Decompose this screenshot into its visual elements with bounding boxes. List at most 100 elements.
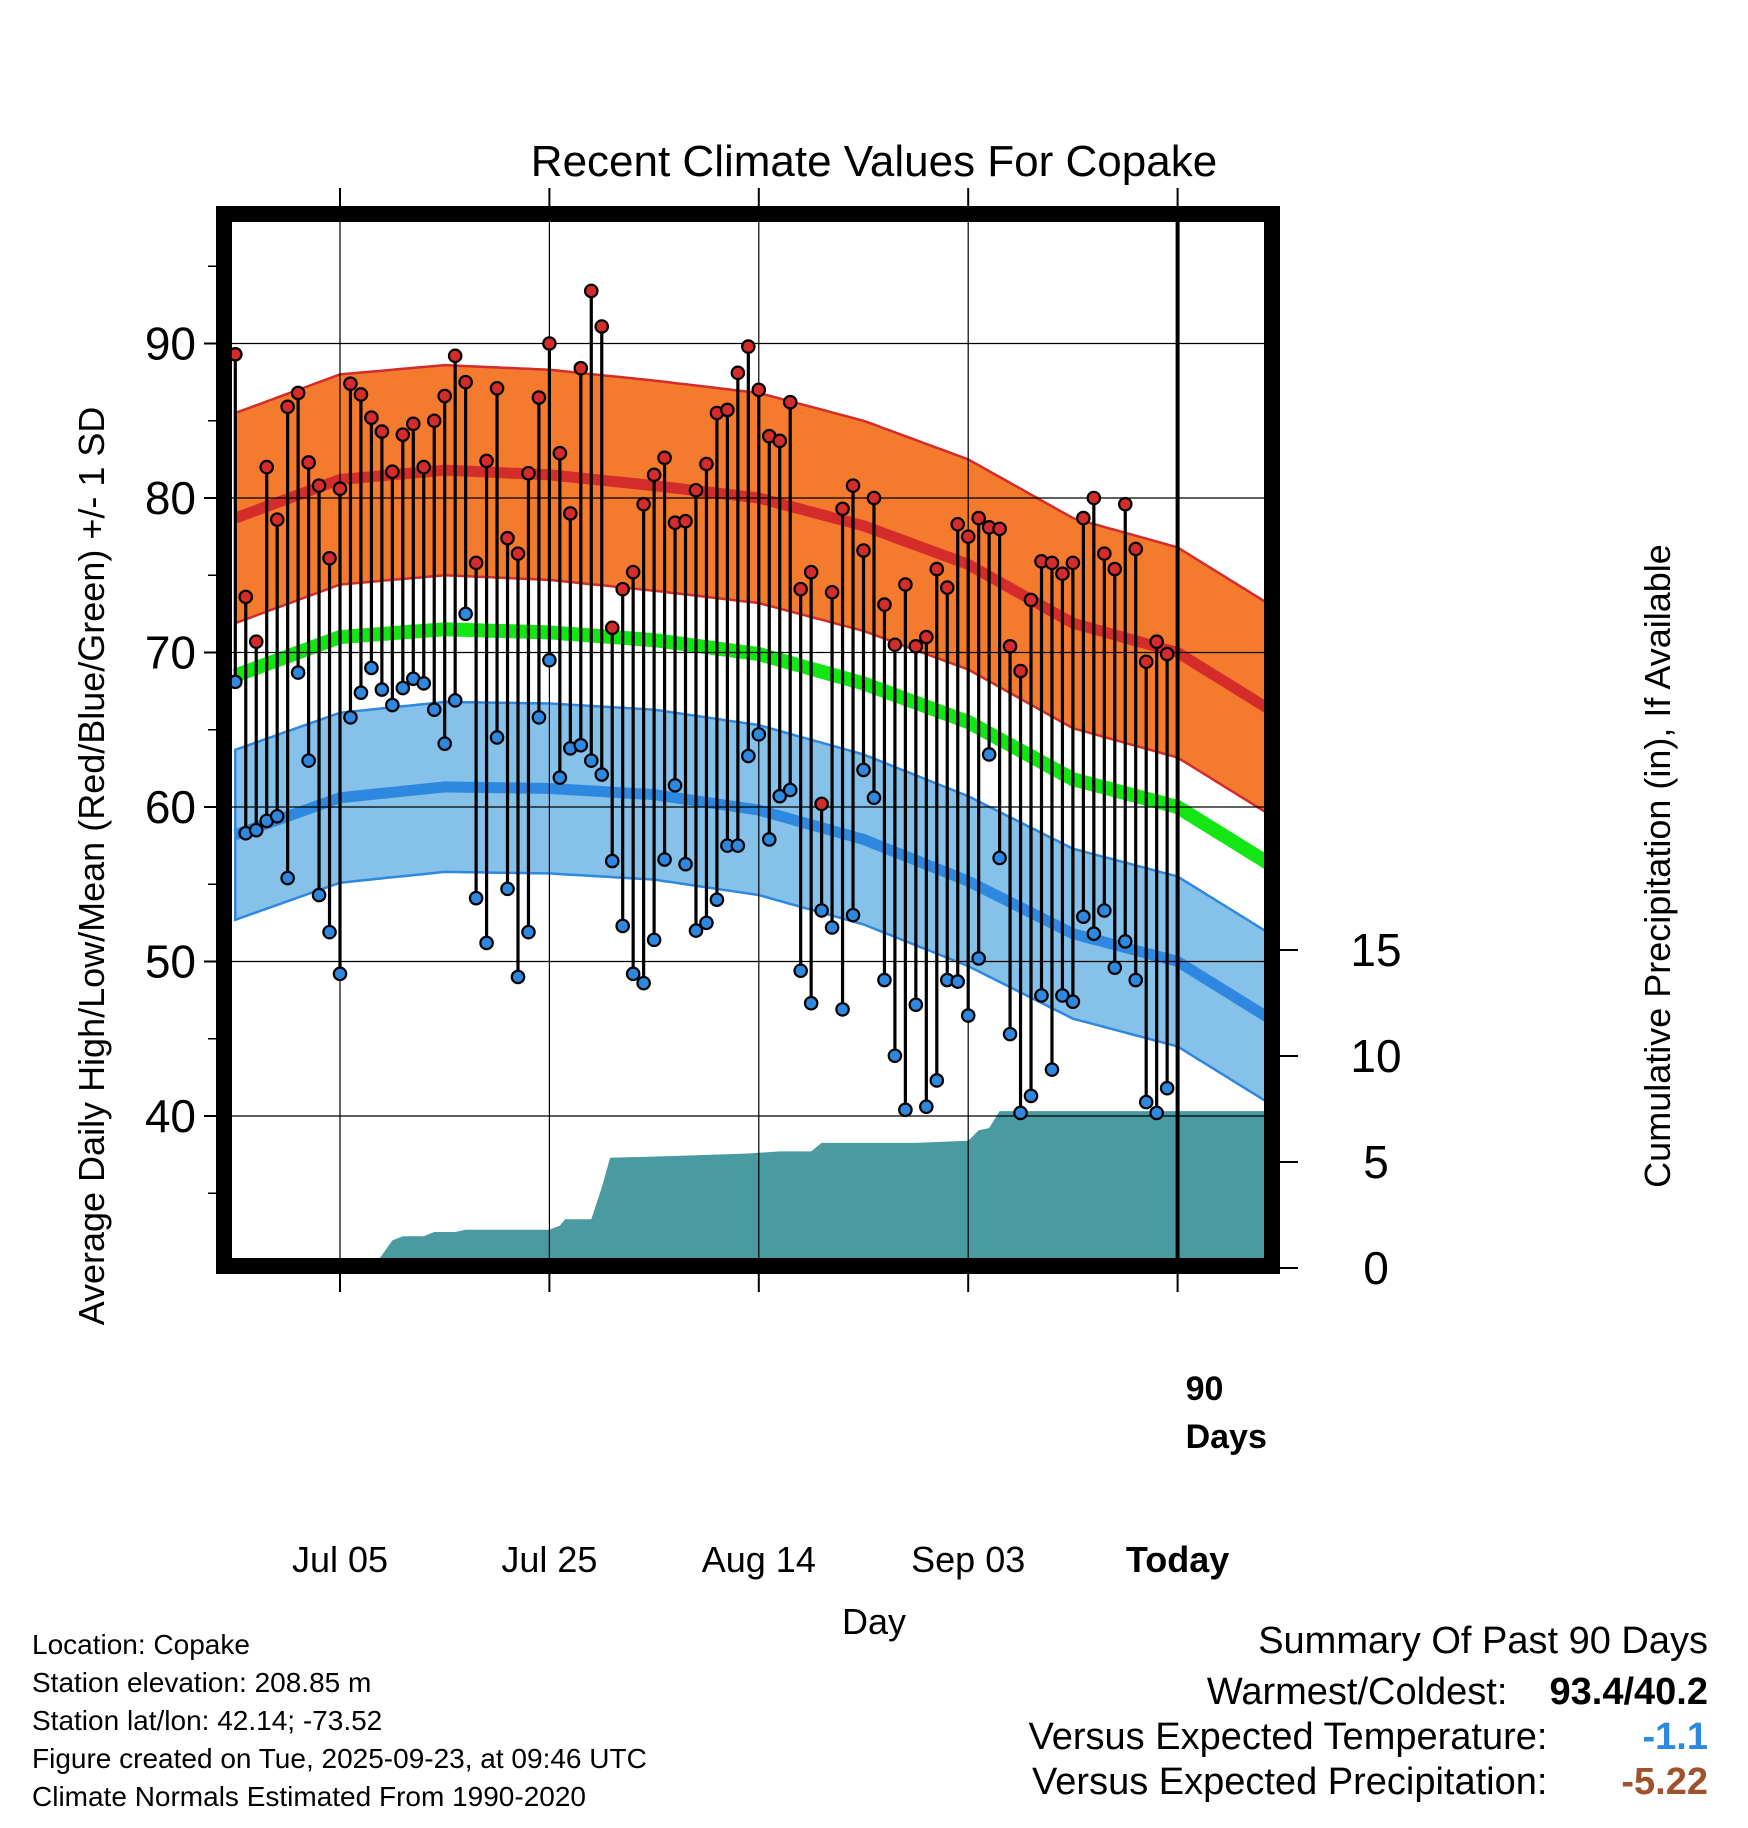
daily-high-point [929,561,945,577]
daily-high-point [458,374,473,390]
daily-low-point [824,920,840,935]
daily-low-point [510,969,526,985]
summary-heading: Summary Of Past 90 Days [1258,1620,1708,1662]
daily-low-point [1002,1026,1018,1042]
daily-low-point [500,881,515,897]
daily-high-point [426,413,442,429]
daily-low-point [919,1099,934,1115]
daily-low-point [688,923,704,938]
daily-low-point [542,652,557,668]
daily-high-point [1013,663,1028,679]
daily-low-point [741,748,756,764]
daily-low-point [625,966,641,982]
today-days-label: Days [1186,1418,1267,1456]
daily-low-point [374,682,390,697]
daily-high-point [573,360,589,376]
daily-low-point [678,856,693,872]
daily-low-point [667,778,683,793]
daily-high-point [1044,555,1060,571]
summary-panel: Summary Of Past 90 Days Warmest/Coldest:… [1029,1620,1708,1804]
daily-low-point [730,838,746,853]
daily-high-point [1149,634,1164,649]
daily-high-point [290,385,306,401]
daily-high-point [604,620,620,636]
daily-high-point [939,580,955,595]
daily-high-point [971,510,986,526]
daily-high-point [646,467,662,483]
mean-normal-line [232,622,1272,872]
daily-high-point [908,639,924,654]
daily-high-point [782,394,798,410]
daily-low-point [1117,934,1133,949]
daily-high-point [615,581,630,597]
daily-low-point [782,782,798,798]
daily-high-point [531,390,547,405]
created-text: Figure created on Tue, 2025-09-23, at 09… [32,1743,647,1774]
x-tick-label: Today [1126,1539,1229,1580]
daily-low-point [269,808,285,824]
daily-low-point [793,963,808,979]
daily-low-point [521,924,536,940]
x-tick-label: Jul 05 [292,1539,388,1580]
daily-low-point [814,903,829,918]
daily-low-point [248,822,264,838]
y-tick-label: 40 [145,1090,196,1142]
precipitation-area [373,1111,1272,1266]
warmest-coldest-row: Warmest/Coldest: 93.4/40.2 [1029,1671,1708,1714]
temp-anomaly-value: -1.1 [1642,1716,1708,1758]
daily-low-point [709,892,725,907]
daily-low-point [604,853,620,869]
daily-low-point [290,665,306,680]
daily-low-point [583,753,599,768]
y-tick-label: 50 [145,936,196,988]
x-tick-label: Aug 14 [702,1539,816,1580]
daily-range-layer [233,290,1169,1113]
daily-high-point [385,464,400,480]
daily-high-point [803,564,819,580]
daily-low-point [573,737,589,753]
today-days-number: 90 [1186,1370,1224,1408]
daily-high-point [877,597,892,612]
daily-high-point [992,521,1007,537]
daily-low-point [458,606,473,622]
daily-low-point [657,852,672,867]
daily-high-point [280,399,295,415]
daily-low-point [301,753,316,768]
station-info: Location: Copake Station elevation: 208.… [32,1626,647,1816]
daily-high-point [657,450,672,466]
daily-low-point [856,762,871,778]
daily-high-point [332,481,348,497]
daily-low-point [1044,1062,1060,1077]
daily-low-point [531,710,547,725]
daily-high-point [1055,566,1070,582]
daily-high-point [510,546,526,561]
warmest-coldest-label: Warmest/Coldest: [1206,1671,1508,1713]
daily-high-point [1107,561,1123,577]
daily-high-point [238,589,254,605]
daily-high-point [1138,654,1154,670]
daily-high-point [353,387,369,402]
daily-high-point [395,427,411,442]
daily-high-point [1097,546,1112,561]
y2-tick-label: 15 [1350,924,1401,976]
y2-tick-label: 0 [1363,1242,1389,1294]
daily-high-point [563,506,578,521]
daily-low-point [950,974,966,989]
daily-low-point [1128,972,1144,988]
daily-low-point [322,924,337,940]
daily-high-point [374,424,390,439]
daily-high-point [856,543,871,558]
daily-high-point [898,577,913,592]
daily-high-point [1065,555,1081,571]
y-axis-label: Average Daily High/Low/Mean (Red/Blue/Gr… [71,407,112,1326]
daily-low-point [636,975,651,991]
daily-high-point [688,482,704,498]
daily-low-point [552,770,568,785]
daily-low-point [866,790,882,806]
daily-low-point [385,697,400,713]
daily-low-point [479,935,494,951]
daily-low-point [1065,994,1081,1009]
x-axis-label: Day [842,1601,906,1642]
daily-high-point [552,445,568,461]
